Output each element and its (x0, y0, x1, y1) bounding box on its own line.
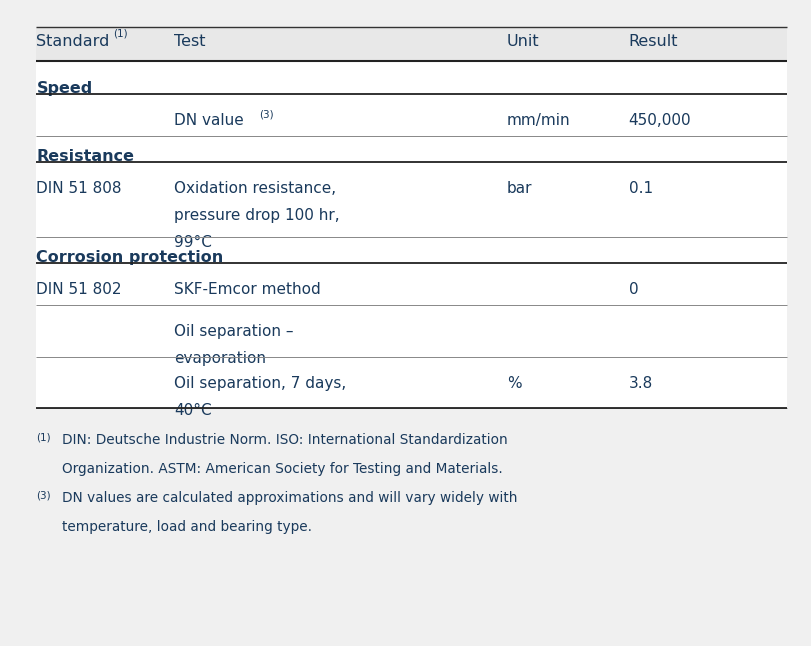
Text: Result: Result (629, 34, 678, 49)
Text: DIN: Deutsche Industrie Norm. ISO: International Standardization: DIN: Deutsche Industrie Norm. ISO: Inter… (62, 433, 508, 447)
Text: evaporation: evaporation (174, 351, 266, 366)
Text: Unit: Unit (507, 34, 539, 49)
Text: Oil separation –: Oil separation – (174, 324, 294, 339)
Text: pressure drop 100 hr,: pressure drop 100 hr, (174, 208, 340, 223)
Text: DN values are calculated approximations and will vary widely with: DN values are calculated approximations … (62, 491, 518, 505)
Text: Standard: Standard (36, 34, 109, 49)
Text: %: % (507, 376, 521, 391)
Text: SKF-Emcor method: SKF-Emcor method (174, 282, 321, 297)
Text: 0: 0 (629, 282, 638, 297)
Text: (3): (3) (259, 109, 273, 119)
Text: DIN 51 808: DIN 51 808 (36, 181, 122, 196)
Text: (1): (1) (36, 433, 51, 443)
Text: Corrosion protection: Corrosion protection (36, 250, 224, 265)
Text: mm/min: mm/min (507, 113, 570, 128)
Text: Test: Test (174, 34, 206, 49)
Text: DIN 51 802: DIN 51 802 (36, 282, 122, 297)
Text: Resistance: Resistance (36, 149, 135, 163)
Text: Oxidation resistance,: Oxidation resistance, (174, 181, 337, 196)
Text: 99°C: 99°C (174, 235, 212, 250)
Text: Oil separation, 7 days,: Oil separation, 7 days, (174, 376, 346, 391)
Text: 0.1: 0.1 (629, 181, 653, 196)
Bar (36, 27, 787, 61)
Text: Organization. ASTM: American Society for Testing and Materials.: Organization. ASTM: American Society for… (62, 462, 503, 476)
Text: 450,000: 450,000 (629, 113, 691, 128)
Text: Speed: Speed (36, 81, 92, 96)
Text: temperature, load and bearing type.: temperature, load and bearing type. (62, 520, 312, 534)
Text: 3.8: 3.8 (629, 376, 653, 391)
Text: 40°C: 40°C (174, 403, 212, 418)
Text: DN value: DN value (174, 113, 244, 128)
Text: bar: bar (507, 181, 532, 196)
Text: (1): (1) (114, 28, 128, 39)
Bar (36, 61, 787, 408)
Text: (3): (3) (36, 491, 51, 501)
